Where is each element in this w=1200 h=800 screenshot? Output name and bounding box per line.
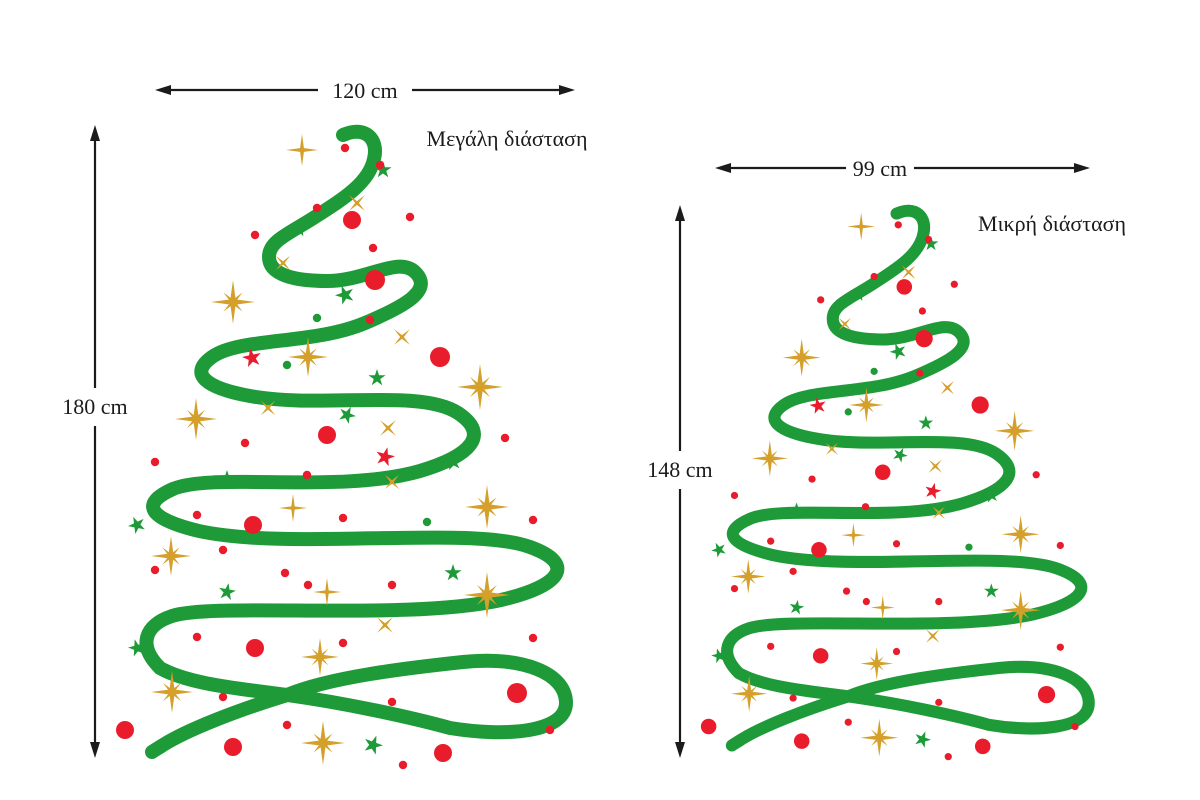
arrow-up-head [90,125,100,141]
small-width-label: 99 cm [853,156,907,181]
large-tree-illustration [116,132,566,770]
large-variant-name: Μεγάλη διάσταση [427,126,588,151]
arrow-right-head [1074,163,1090,173]
arrow-right-head [559,85,575,95]
small-height-arrow [675,205,685,758]
large-width-label: 120 cm [332,78,397,103]
small-variant-name: Μικρή διάσταση [978,211,1126,236]
arrow-up-head [675,205,685,221]
small-width-arrow [715,163,1090,173]
small-tree-illustration [701,211,1089,761]
large-height-label: 180 cm [62,394,127,419]
arrow-left-head [715,163,731,173]
arrow-down-head [90,742,100,758]
small-height-label: 148 cm [647,457,712,482]
large-height-arrow [90,125,100,758]
arrow-left-head [155,85,171,95]
large-width-arrow [155,85,575,95]
arrow-down-head [675,742,685,758]
